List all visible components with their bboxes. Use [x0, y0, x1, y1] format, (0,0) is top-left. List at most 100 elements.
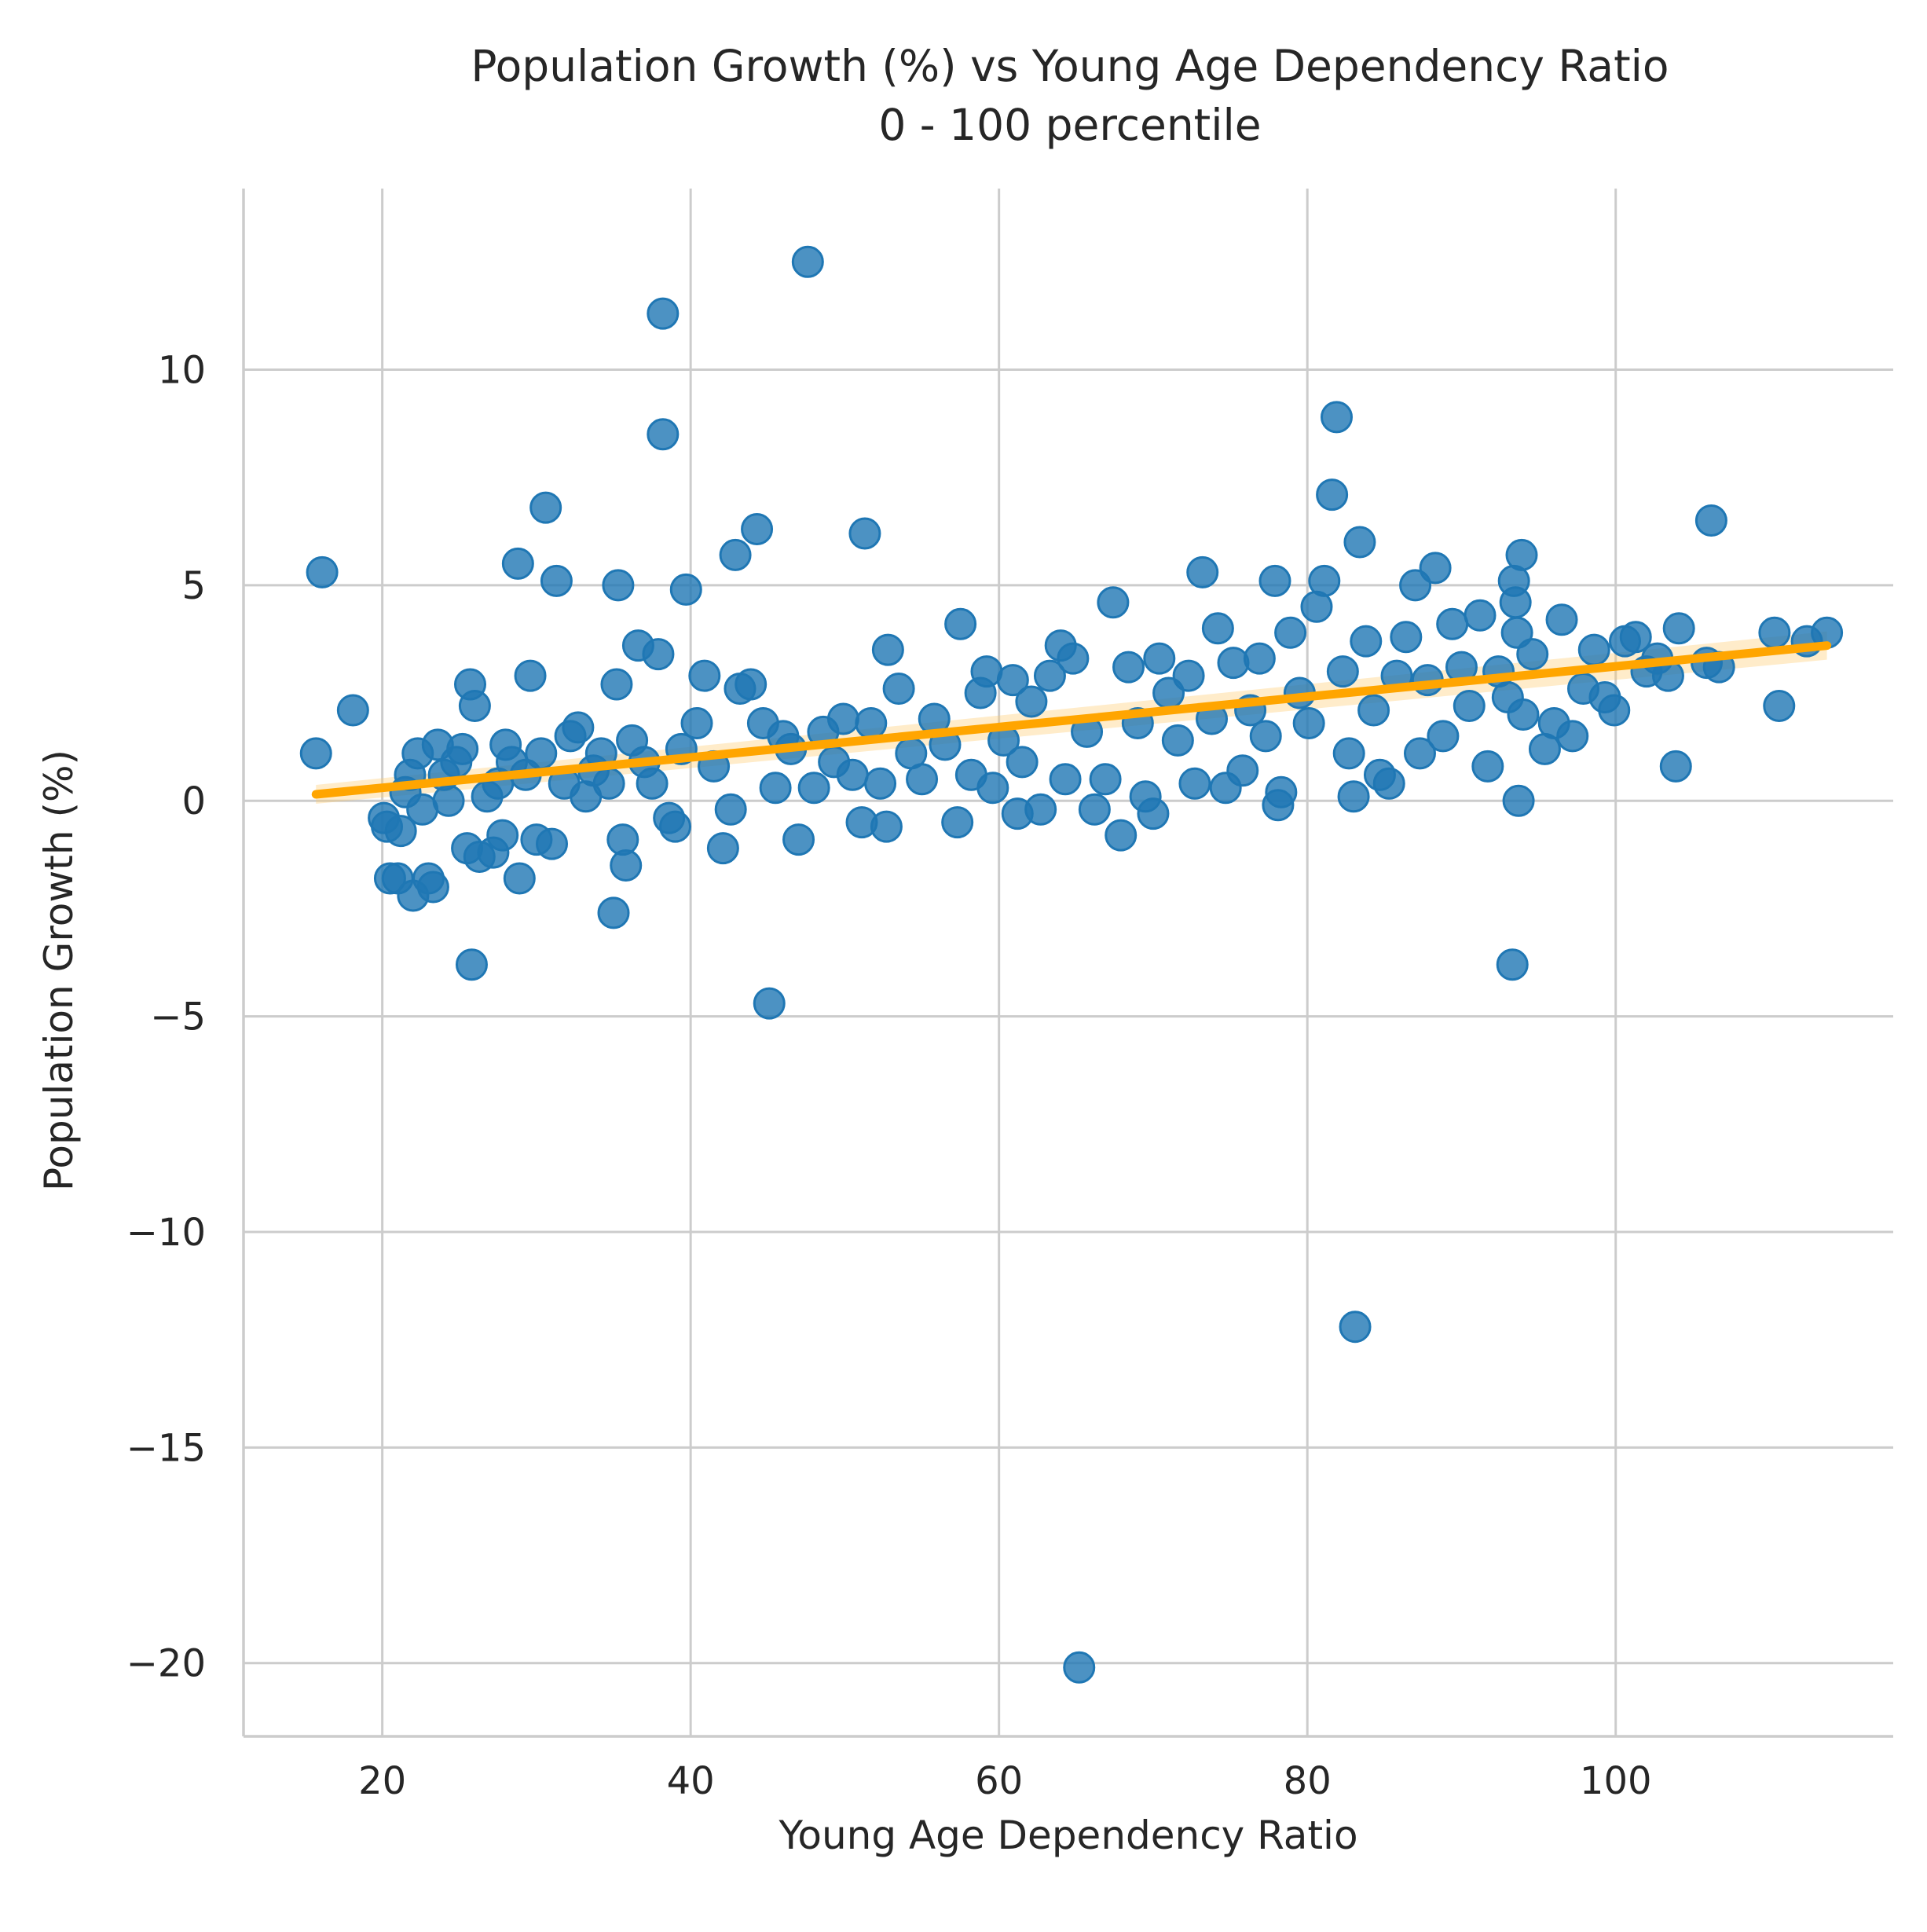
x-tick-label: 100: [1580, 1759, 1652, 1803]
data-point: [1619, 621, 1652, 654]
data-point: [753, 987, 786, 1020]
data-point: [1372, 767, 1405, 800]
data-point: [1292, 706, 1325, 739]
data-point: [741, 513, 774, 546]
data-point: [1265, 775, 1298, 808]
regression: [311, 641, 1832, 799]
y-tick-label: −20: [126, 1642, 206, 1686]
data-point: [1496, 948, 1529, 981]
data-point: [592, 767, 625, 800]
data-points: [299, 245, 1844, 1684]
data-point: [688, 659, 721, 692]
data-point: [1258, 564, 1291, 597]
data-point: [1507, 698, 1540, 731]
data-point: [1339, 1311, 1372, 1344]
x-axis-label: Young Age Dependency Ratio: [778, 1813, 1357, 1858]
data-point: [636, 767, 669, 800]
data-point: [1390, 621, 1423, 654]
data-point: [1274, 616, 1307, 649]
data-point: [1089, 763, 1122, 796]
data-point: [529, 491, 562, 524]
data-point: [759, 772, 792, 805]
data-point: [446, 732, 479, 765]
data-point: [536, 827, 569, 860]
data-point: [1471, 750, 1504, 783]
y-tick-labels: 10 5 0 −5 −10 −15 −20: [126, 348, 206, 1685]
data-point: [1249, 720, 1282, 753]
data-point: [384, 815, 417, 848]
data-point: [1049, 763, 1082, 796]
data-point: [1659, 750, 1692, 783]
data-point: [647, 418, 680, 451]
data-point: [1063, 1651, 1096, 1684]
data-point: [1516, 638, 1549, 671]
y-tick-label: 5: [181, 564, 206, 608]
data-point: [1502, 784, 1535, 817]
data-point: [503, 862, 536, 895]
data-point: [1143, 642, 1176, 675]
data-point: [1308, 564, 1341, 597]
x-tick-label: 60: [975, 1759, 1023, 1803]
data-point: [642, 638, 675, 671]
y-tick-label: −5: [150, 995, 206, 1039]
data-point: [1320, 401, 1353, 434]
regression-line: [311, 641, 1832, 799]
data-point: [432, 784, 465, 817]
data-point: [870, 810, 903, 843]
data-point: [941, 806, 974, 839]
data-point: [1500, 616, 1533, 649]
data-point: [706, 832, 739, 865]
data-point: [1243, 642, 1276, 675]
data-point: [1419, 552, 1452, 585]
data-point: [1694, 504, 1727, 537]
data-point: [1662, 612, 1695, 645]
data-point: [1172, 659, 1205, 692]
data-point: [455, 948, 488, 981]
data-point: [1112, 651, 1145, 684]
data-point: [1403, 737, 1436, 770]
x-tick-label: 20: [358, 1759, 406, 1803]
data-point: [600, 668, 633, 701]
data-point: [1343, 526, 1376, 559]
data-point: [1332, 737, 1365, 770]
data-point: [1350, 625, 1383, 658]
gridlines: [244, 189, 1893, 1736]
data-point: [1427, 720, 1460, 753]
data-point: [647, 297, 680, 330]
data-point: [602, 569, 635, 602]
data-point: [1105, 819, 1138, 852]
data-point: [669, 573, 702, 606]
data-point: [1598, 694, 1631, 727]
data-point: [1015, 685, 1048, 718]
data-point: [1161, 724, 1194, 757]
data-point: [299, 737, 332, 770]
data-point: [782, 823, 815, 856]
data-point: [1357, 694, 1390, 727]
data-point: [514, 659, 547, 692]
data-point: [836, 758, 869, 791]
data-point: [659, 810, 692, 843]
data-point: [1453, 689, 1486, 722]
data-point: [714, 793, 747, 826]
data-point: [1326, 655, 1359, 688]
x-tick-label: 40: [667, 1759, 715, 1803]
data-point: [1186, 555, 1219, 588]
data-point: [562, 711, 595, 744]
y-axis-label: Population Growth (%): [36, 750, 82, 1191]
data-point: [597, 896, 630, 929]
data-point: [791, 245, 824, 278]
data-point: [1316, 478, 1349, 511]
data-point: [458, 689, 491, 722]
data-point: [864, 767, 897, 800]
data-point: [1758, 616, 1791, 649]
data-point: [416, 871, 449, 904]
data-point: [540, 564, 573, 597]
data-point: [996, 664, 1029, 697]
chart-title: Population Growth (%) vs Young Age Depen…: [471, 41, 1669, 91]
data-point: [1201, 612, 1234, 645]
data-point: [306, 555, 339, 588]
data-point: [719, 538, 752, 571]
data-point: [336, 694, 369, 727]
x-tick-labels: 20 40 60 80 100: [358, 1759, 1651, 1803]
